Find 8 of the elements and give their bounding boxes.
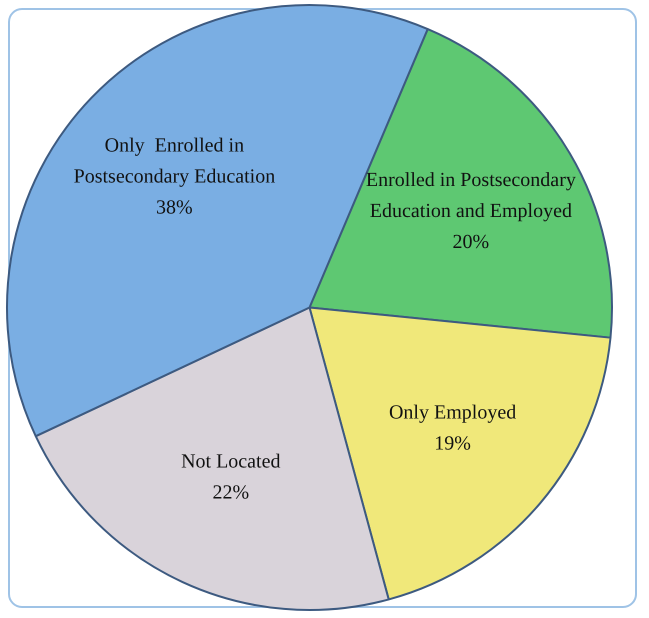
- slice-label: Enrolled in Postsecondary Education and Employed: [366, 169, 576, 222]
- slice-label: Only Enrolled in Postsecondary Education: [74, 134, 276, 188]
- data-label: 20%: [452, 231, 490, 254]
- data-label: 19%: [434, 432, 471, 454]
- data-label: 38%: [156, 196, 193, 219]
- slice-label: Only Employed: [388, 401, 516, 424]
- slice-label: Not Located: [181, 450, 280, 472]
- data-label: 22%: [212, 481, 250, 504]
